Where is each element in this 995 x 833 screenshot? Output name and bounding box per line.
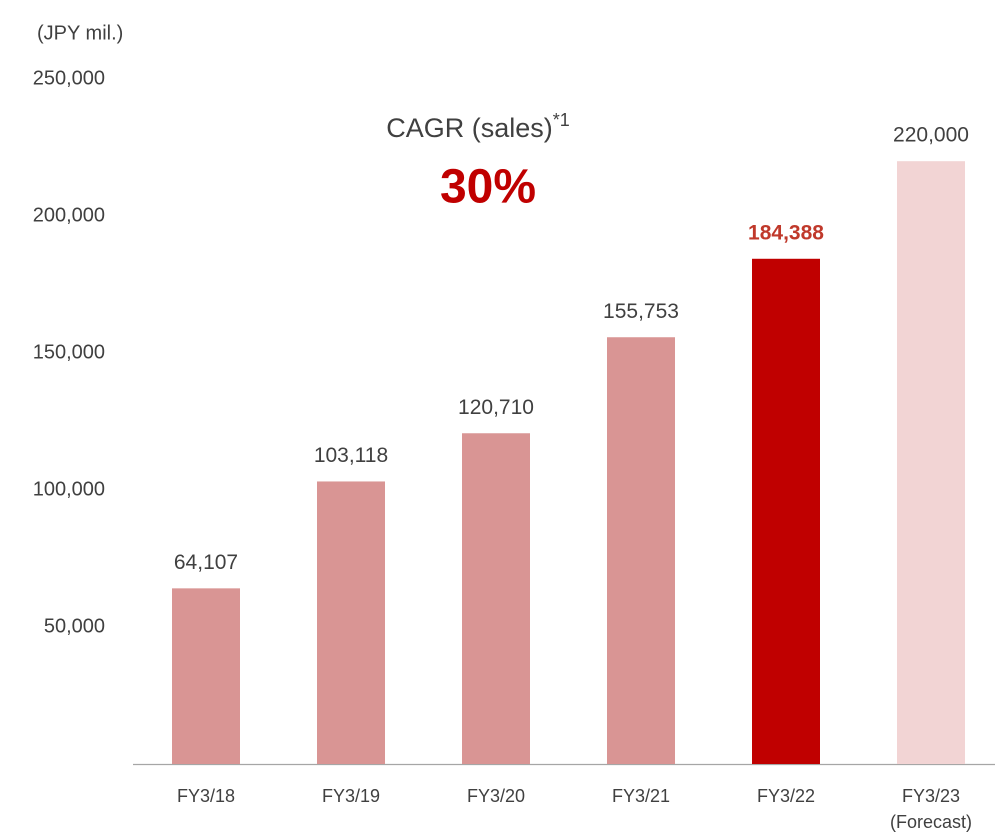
value-label: 120,710 [458, 396, 534, 419]
value-label: 220,000 [893, 124, 969, 147]
x-tick-label: FY3/22 [757, 786, 815, 806]
x-tick-label: FY3/18 [177, 786, 235, 806]
y-tick-label: 150,000 [33, 341, 105, 363]
bar [752, 258, 820, 764]
value-label: 64,107 [174, 551, 238, 574]
y-tick-label: 200,000 [33, 204, 105, 226]
y-tick-label: 100,000 [33, 478, 105, 500]
value-label: 155,753 [603, 300, 679, 323]
annotation-note: *1 [553, 110, 570, 130]
value-label: 184,388 [748, 221, 824, 244]
bar [897, 161, 965, 764]
x-tick-label: FY3/20 [467, 786, 525, 806]
x-tick-label: FY3/23 (Forecast) [890, 786, 972, 832]
bar [462, 433, 530, 764]
bar [317, 481, 385, 764]
bar [607, 337, 675, 764]
y-tick-label: 50,000 [44, 615, 105, 637]
value-label: 103,118 [314, 444, 388, 467]
bar [172, 588, 240, 764]
x-tick-label: FY3/21 [612, 786, 670, 806]
x-tick-label: FY3/19 [322, 786, 380, 806]
y-tick-label: 250,000 [33, 67, 105, 89]
annotation-text: CAGR (sales) [386, 113, 553, 143]
unit-label: (JPY mil.) [37, 22, 123, 44]
annotation-value: 30% [440, 161, 536, 214]
annotation-label: CAGR (sales)*1 [386, 110, 570, 143]
